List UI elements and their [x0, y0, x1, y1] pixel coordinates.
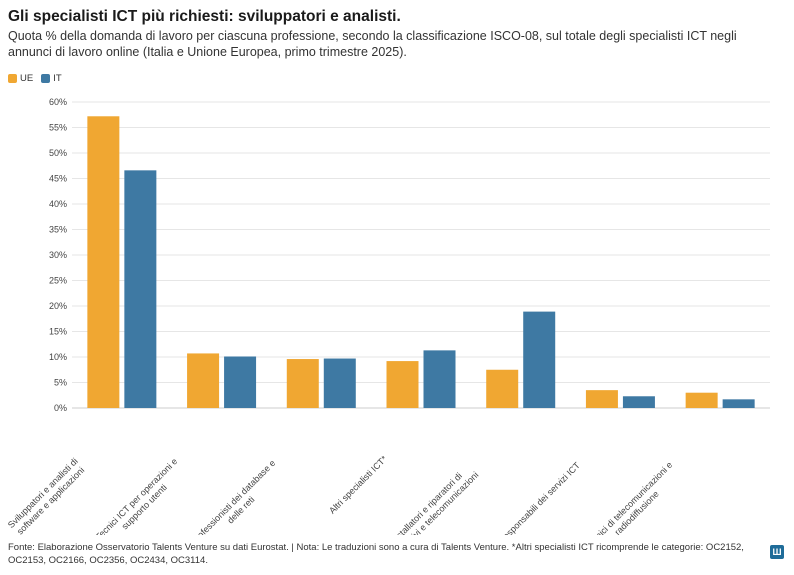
bar-ue[interactable] [187, 353, 220, 408]
y-tick-label: 35% [49, 225, 67, 235]
legend-item-it[interactable]: IT [41, 72, 62, 84]
y-tick-label: 0% [54, 403, 67, 413]
bar-it[interactable] [224, 356, 257, 408]
x-tick-label-line: software e applicazioni [15, 465, 86, 535]
legend-swatch-ue [8, 73, 17, 83]
y-tick-label: 40% [49, 199, 67, 209]
y-tick-label: 5% [54, 378, 67, 388]
y-tick-label: 20% [49, 301, 67, 311]
x-tick-label-line: Sviluppatori e analisti di [6, 456, 80, 530]
chart-title: Gli specialisti ICT più richiesti: svilu… [8, 8, 401, 25]
bar-it[interactable] [423, 350, 456, 408]
x-tick-label: Sviluppatori e analisti disoftware e app… [6, 456, 88, 535]
x-tick-label-line: Responsabili dei servizi ICT [496, 460, 582, 535]
bar-it[interactable] [323, 358, 356, 408]
legend-item-ue[interactable]: UE [8, 73, 33, 84]
chart-subtitle: Quota % della domanda di lavoro per cias… [8, 29, 737, 59]
legend: UE IT [8, 71, 70, 85]
bar-it[interactable] [523, 311, 556, 408]
y-tick-label: 45% [49, 174, 67, 184]
y-tick-label: 10% [49, 352, 67, 362]
y-tick-label: 55% [49, 123, 67, 133]
bar-it[interactable] [622, 396, 655, 408]
bar-ue[interactable] [87, 116, 120, 408]
bar-ue[interactable] [486, 369, 519, 408]
x-tick-label: Altri specialisti ICT* [327, 453, 389, 515]
x-tick-label: Tecnici di telecomunicazioni eradiodiffu… [583, 460, 682, 535]
x-tick-label: Professionisti dei database edelle reti [189, 458, 285, 535]
legend-label-ue: UE [20, 72, 34, 84]
legend-swatch-it [41, 73, 51, 83]
brand-logo-icon[interactable]: Ш [770, 545, 784, 559]
bar-ue[interactable] [585, 390, 618, 408]
x-tick-label-line: Tecnici ICT per operazioni e [94, 456, 180, 535]
y-tick-label: 60% [49, 97, 67, 107]
x-tick-label: Installatori e riparatori didispositivi … [380, 462, 480, 535]
x-tick-label-line: Altri specialisti ICT* [327, 453, 389, 515]
bar-ue[interactable] [386, 361, 419, 408]
x-tick-label: Tecnici ICT per operazioni esupporto ute… [94, 456, 188, 535]
source-note: Fonte: Elaborazione Osservatorio Talents… [8, 542, 744, 566]
y-tick-label: 50% [49, 148, 67, 158]
y-tick-label: 15% [49, 327, 67, 337]
bar-it[interactable] [722, 399, 755, 408]
legend-label-it: IT [53, 72, 62, 84]
bar-chart: 0% 5% 10% 15% 20% 25% 30% 35% 40% 45% 50% 55% 60% Svi… [6, 97, 770, 535]
bar-it[interactable] [124, 170, 157, 408]
bar-ue[interactable] [685, 392, 718, 408]
y-tick-label: 25% [49, 276, 67, 286]
x-tick-label: Responsabili dei servizi ICT [496, 460, 582, 535]
y-tick-label: 30% [49, 250, 67, 260]
bar-ue[interactable] [286, 359, 319, 408]
